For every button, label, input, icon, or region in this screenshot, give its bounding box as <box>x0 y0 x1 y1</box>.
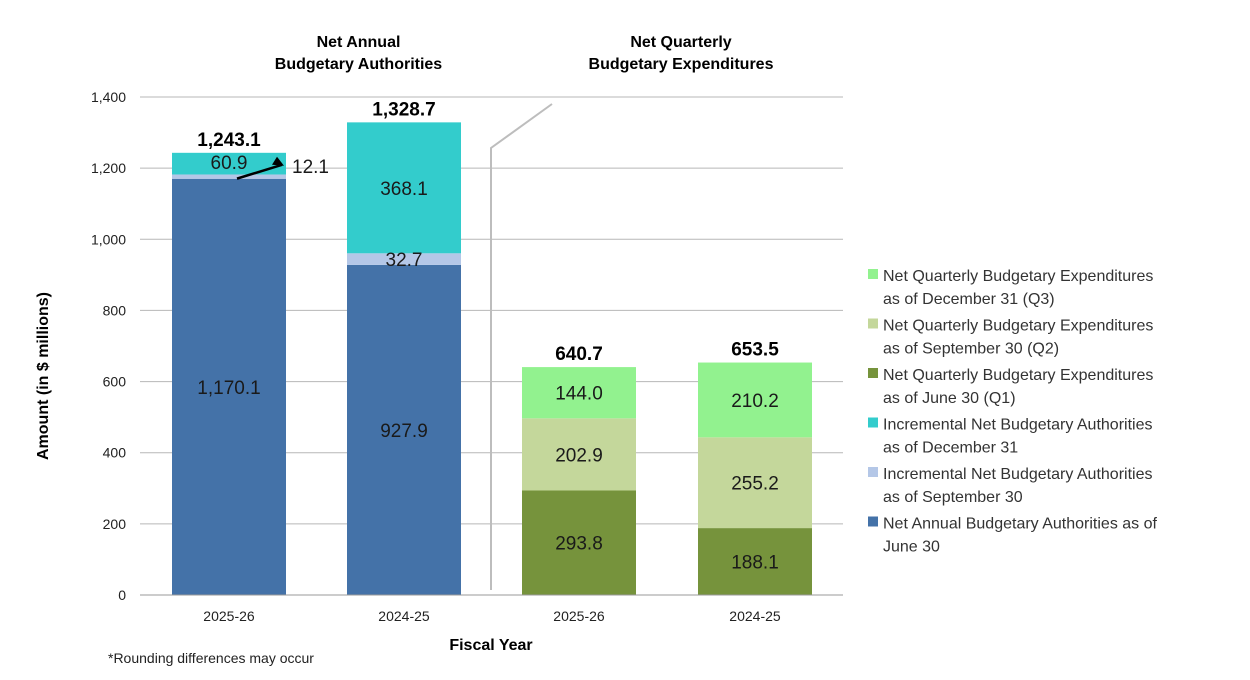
x-axis-title: Fiscal Year <box>449 637 532 654</box>
bar-segment <box>347 122 461 254</box>
group-title: Budgetary Expenditures <box>589 56 774 73</box>
bar-segment <box>698 437 812 529</box>
legend-swatch <box>868 417 878 428</box>
bar-value-label: 293.8 <box>555 534 603 555</box>
y-tick-label: 200 <box>103 516 127 532</box>
legend-label: Net Annual Budgetary Authorities as of <box>883 516 1158 533</box>
bar-segment <box>347 264 461 595</box>
pointer-arrow-head <box>272 156 284 166</box>
legend-label: June 30 <box>883 539 940 556</box>
bar-value-label: 210.2 <box>731 391 779 412</box>
bar-total-label: 653.5 <box>731 340 779 361</box>
legend-swatch <box>868 368 878 378</box>
bar-value-label: 202.9 <box>555 445 603 466</box>
labels: 1,170.1 927.9 12.1 32.7 60.9 368.1 293.8 188.1 2… <box>197 99 779 573</box>
bars <box>172 122 812 595</box>
legend-swatch <box>868 467 878 477</box>
legend-label: as of December 31 (Q3) <box>883 291 1055 308</box>
bar-segment <box>522 367 636 419</box>
y-tick-label: 600 <box>103 374 127 390</box>
legend-label: as of September 30 <box>883 489 1023 506</box>
legend-label: as of June 30 (Q1) <box>883 390 1016 407</box>
legend-swatch <box>868 516 878 527</box>
y-tick-label: 1,200 <box>91 160 126 176</box>
x-tick-label: 2024-25 <box>378 608 430 624</box>
footnote: *Rounding differences may occur <box>108 650 314 666</box>
y-tick-label: 1,400 <box>91 89 126 105</box>
legend-label: as of September 30 (Q2) <box>883 341 1059 358</box>
bar-value-label: 12.1 <box>292 157 329 178</box>
bar-value-label: 188.1 <box>731 553 779 574</box>
legend-label: Net Quarterly Budgetary Expenditures <box>883 318 1153 335</box>
y-tick-label: 0 <box>118 587 126 603</box>
bar-total-label: 640.7 <box>555 344 603 365</box>
bar-segment <box>698 528 812 595</box>
bar-total-label: 1,328.7 <box>372 99 435 120</box>
bar-segment <box>172 152 286 175</box>
bar-value-label: 255.2 <box>731 474 779 495</box>
legend-label: Net Quarterly Budgetary Expenditures <box>883 268 1153 285</box>
bar-value-label: 927.9 <box>380 421 428 442</box>
legend-label: as of December 31 <box>883 440 1018 457</box>
axes: 0 200 400 600 800 1,000 1,200 1,400 2025-26 2024-… <box>35 34 843 666</box>
group-divider <box>490 103 553 590</box>
bar-segment <box>522 418 636 491</box>
group-title: Net Quarterly <box>630 34 731 51</box>
legend-swatch <box>868 269 878 279</box>
group-title: Net Annual <box>317 34 401 51</box>
bar-value-label: 60.9 <box>211 153 248 174</box>
x-tick-label: 2025-26 <box>553 608 605 624</box>
y-tick-label: 1,000 <box>91 231 126 247</box>
bar-value-label: 1,170.1 <box>197 378 260 399</box>
y-tick-label: 400 <box>103 445 127 461</box>
bar-value-label: 32.7 <box>386 250 423 271</box>
bar-segment <box>522 490 636 595</box>
bar-segment <box>347 253 461 265</box>
x-tick-label: 2025-26 <box>203 608 255 624</box>
bar-segment <box>172 178 286 595</box>
bar-value-label: 144.0 <box>555 384 603 405</box>
bar-segment <box>172 174 286 179</box>
x-tick-label: 2024-25 <box>729 608 781 624</box>
legend-label: Net Quarterly Budgetary Expenditures <box>883 367 1153 384</box>
group-title: Budgetary Authorities <box>275 56 443 73</box>
bar-value-label: 368.1 <box>380 179 428 200</box>
legend-label: Incremental Net Budgetary Authorities <box>883 466 1152 483</box>
legend-swatch <box>868 318 878 329</box>
bar-total-label: 1,243.1 <box>197 130 261 151</box>
y-tick-label: 800 <box>103 302 127 318</box>
y-axis-title: Amount (in $ millions) <box>35 292 52 460</box>
legend-label: Incremental Net Budgetary Authorities <box>883 417 1152 434</box>
legend: Net Quarterly Budgetary Expenditures as o… <box>868 268 1158 556</box>
bar-segment <box>698 362 812 438</box>
pointer-arrow-line <box>236 163 283 180</box>
